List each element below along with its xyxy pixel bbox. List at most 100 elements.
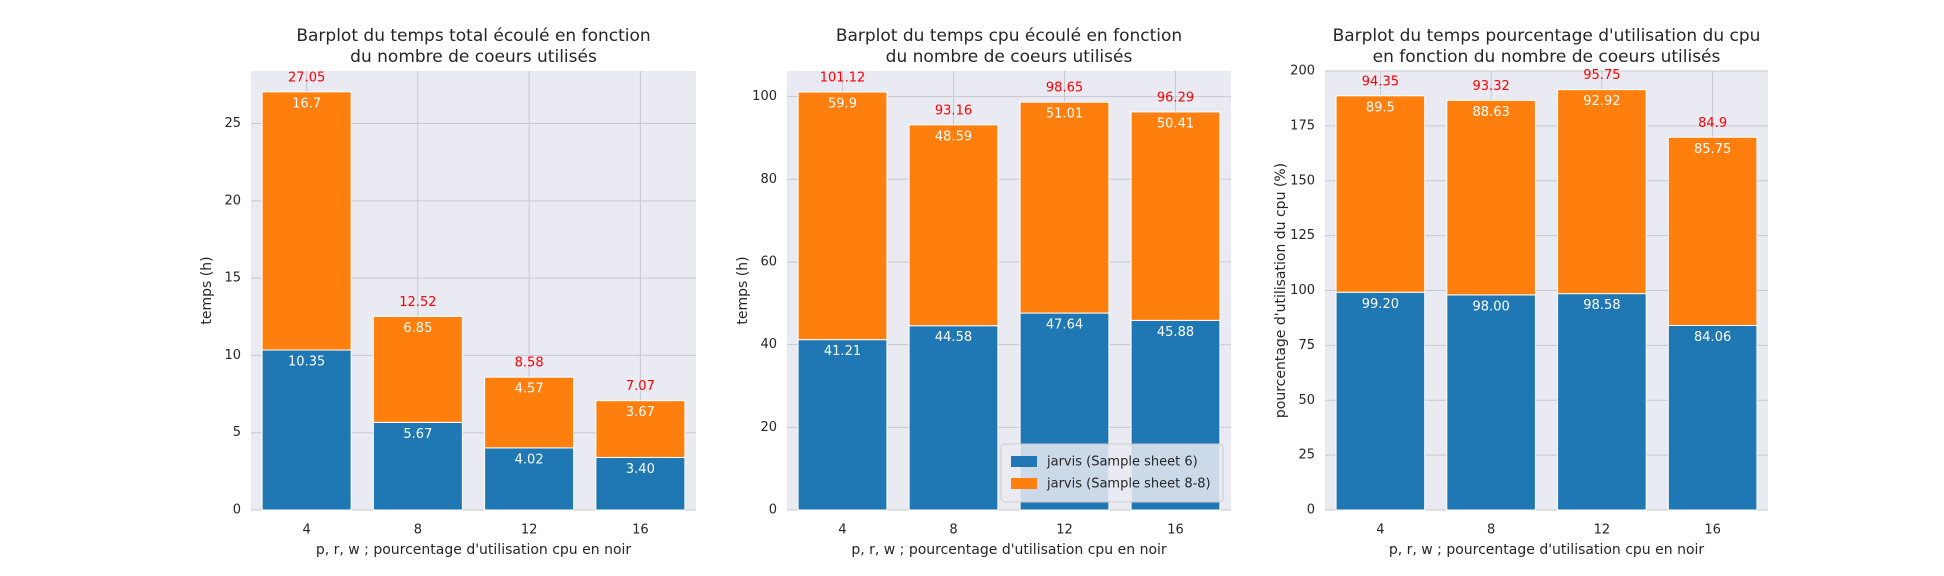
bar-segment — [1019, 101, 1110, 314]
value-label: 41.21 — [824, 344, 861, 359]
y-tick-label: 175 — [1290, 118, 1315, 133]
bar-segment — [1557, 89, 1647, 295]
bar-segment — [1557, 293, 1647, 511]
x-tick-label: 8 — [414, 523, 422, 538]
legend-swatch — [1011, 456, 1037, 467]
x-tick-label: 4 — [1376, 523, 1384, 538]
legend-label: jarvis (Sample sheet 6) — [1046, 455, 1198, 470]
value-label: 45.88 — [1157, 325, 1194, 340]
annotation: 93.32 — [1473, 79, 1510, 94]
x-tick-label: 12 — [1056, 523, 1073, 538]
y-tick-label: 150 — [1290, 173, 1315, 188]
bar-segment — [261, 91, 352, 351]
annotation: 94.35 — [1362, 74, 1399, 89]
y-tick-label: 125 — [1290, 228, 1315, 243]
x-tick-label: 16 — [1704, 523, 1721, 538]
bar-segment — [1446, 99, 1536, 296]
x-tick-label: 4 — [302, 523, 310, 538]
annotation: 8.58 — [515, 356, 544, 371]
bar-segment — [908, 325, 999, 511]
bar-segment — [484, 447, 575, 511]
value-label: 50.41 — [1157, 116, 1194, 131]
y-tick-label: 80 — [760, 172, 777, 187]
value-label: 48.59 — [935, 129, 972, 144]
legend-box — [1000, 443, 1224, 503]
legend: jarvis (Sample sheet 6) jarvis (Sample sh… — [1000, 443, 1224, 503]
value-label: 4.57 — [515, 382, 544, 397]
value-label: 89.5 — [1366, 100, 1395, 115]
y-tick-label: 25 — [1298, 448, 1315, 463]
value-label: 85.75 — [1694, 142, 1731, 157]
bar-segment — [1667, 136, 1758, 326]
legend-swatch — [1011, 478, 1037, 489]
bar-segment — [372, 315, 463, 423]
bar-segment — [1130, 111, 1221, 321]
bar-segment — [372, 421, 463, 511]
x-axis-label: p, r, w ; pourcentage d'utilisation cpu … — [1389, 542, 1705, 558]
y-tick-label: 60 — [760, 254, 777, 269]
y-axis-label: temps (h) — [199, 256, 215, 324]
annotation: 84.9 — [1698, 116, 1727, 131]
chart-title: Barplot du temps cpu écoulé en fonction — [836, 26, 1182, 46]
x-tick-label: 8 — [949, 523, 957, 538]
chart-title: en fonction du nombre de coeurs utilisés — [1373, 47, 1721, 67]
x-axis-label: p, r, w ; pourcentage d'utilisation cpu … — [851, 542, 1167, 558]
y-tick-label: 0 — [769, 503, 777, 518]
value-label: 6.85 — [403, 321, 432, 336]
chart-title: Barplot du temps pourcentage d'utilisati… — [1333, 26, 1761, 46]
bar-segment — [484, 376, 575, 449]
x-tick-label: 16 — [1167, 523, 1184, 538]
chart-title: du nombre de coeurs utilisés — [886, 47, 1133, 67]
bar-segment — [908, 124, 999, 327]
y-tick-label: 10 — [224, 348, 241, 363]
value-label: 3.40 — [626, 462, 655, 477]
bar-segment — [797, 91, 888, 341]
y-tick-label: 40 — [760, 337, 777, 352]
x-tick-label: 12 — [521, 523, 538, 538]
value-label: 88.63 — [1473, 105, 1510, 120]
bar-segment — [1446, 294, 1536, 511]
value-label: 44.58 — [935, 330, 972, 345]
x-tick-label: 8 — [1487, 523, 1495, 538]
y-tick-label: 100 — [752, 89, 777, 104]
x-tick-label: 16 — [632, 523, 649, 538]
value-label: 16.7 — [292, 96, 321, 111]
bar-segment — [1667, 324, 1758, 511]
annotation: 7.07 — [626, 379, 655, 394]
value-label: 47.64 — [1046, 318, 1083, 333]
y-tick-label: 20 — [760, 420, 777, 435]
x-axis-label: p, r, w ; pourcentage d'utilisation cpu … — [316, 542, 632, 558]
y-tick-label: 75 — [1298, 338, 1315, 353]
value-label: 4.02 — [515, 452, 544, 467]
annotation: 98.65 — [1046, 81, 1083, 96]
value-label: 59.9 — [828, 97, 857, 112]
y-tick-label: 200 — [1290, 64, 1315, 79]
bar-segment — [1335, 95, 1426, 293]
value-label: 98.58 — [1583, 298, 1620, 313]
value-label: 84.06 — [1694, 330, 1731, 345]
annotation: 93.16 — [935, 103, 972, 118]
value-label: 92.92 — [1583, 94, 1620, 109]
y-tick-label: 15 — [224, 271, 241, 286]
y-tick-label: 0 — [1307, 503, 1315, 518]
y-tick-label: 20 — [224, 193, 241, 208]
value-label: 3.67 — [626, 405, 655, 420]
annotation: 12.52 — [399, 295, 436, 310]
annotation: 101.12 — [820, 71, 866, 86]
chart-title: du nombre de coeurs utilisés — [350, 47, 597, 67]
y-axis-label: pourcentage d'utilisation du cpu (%) — [1273, 163, 1289, 418]
bar-segment — [1335, 291, 1426, 511]
bar-segment — [595, 456, 686, 511]
bar-segment — [797, 339, 888, 511]
chart-title: Barplot du temps total écoulé en fonctio… — [296, 26, 650, 46]
annotation: 95.75 — [1583, 68, 1620, 83]
bar-segment — [595, 400, 686, 458]
x-tick-label: 4 — [838, 523, 846, 538]
value-label: 5.67 — [403, 427, 432, 442]
y-tick-label: 5 — [233, 425, 241, 440]
y-tick-label: 25 — [224, 116, 241, 131]
bar-segment — [261, 349, 352, 511]
value-label: 99.20 — [1362, 297, 1399, 312]
annotation: 96.29 — [1157, 90, 1194, 105]
